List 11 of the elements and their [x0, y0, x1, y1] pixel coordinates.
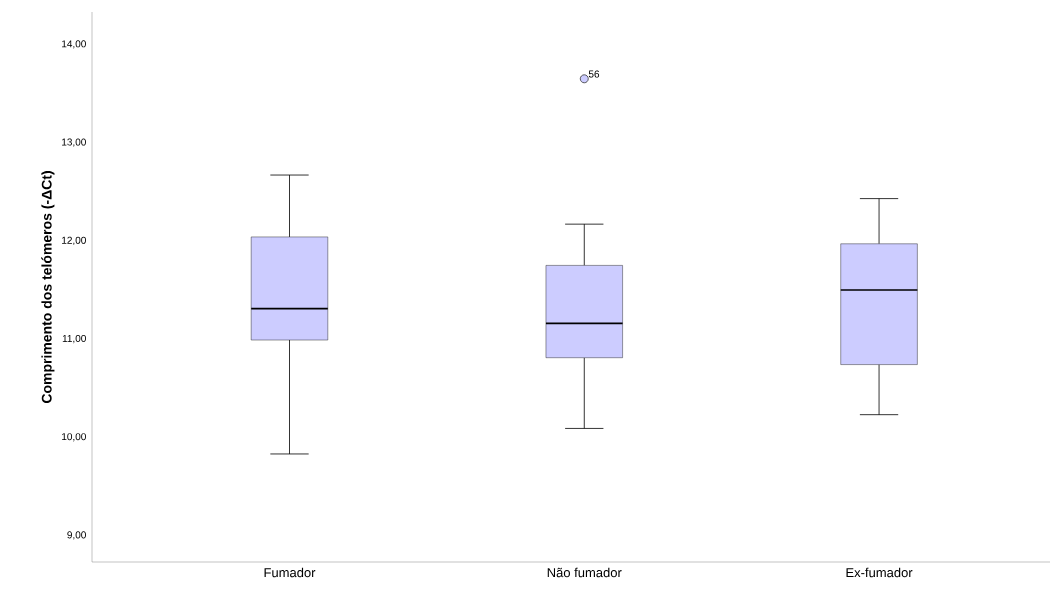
y-tick-label: 9,00 — [67, 531, 86, 540]
x-tick-label: Não fumador — [547, 567, 622, 578]
y-tick-label: 12,00 — [62, 236, 86, 245]
y-tick-label: 11,00 — [62, 334, 86, 344]
x-tick-label: Ex-fumador — [846, 567, 913, 578]
y-tick-label: 10,00 — [62, 433, 86, 442]
annotation: 56 — [588, 70, 600, 78]
x-tick-label: Fumador — [264, 567, 316, 578]
y-tick-label: 14,00 — [62, 40, 86, 49]
y-axis-title: Comprimento dos telómeros (-ΔCt) — [41, 171, 55, 404]
y-tick-label: 13,00 — [62, 138, 86, 147]
